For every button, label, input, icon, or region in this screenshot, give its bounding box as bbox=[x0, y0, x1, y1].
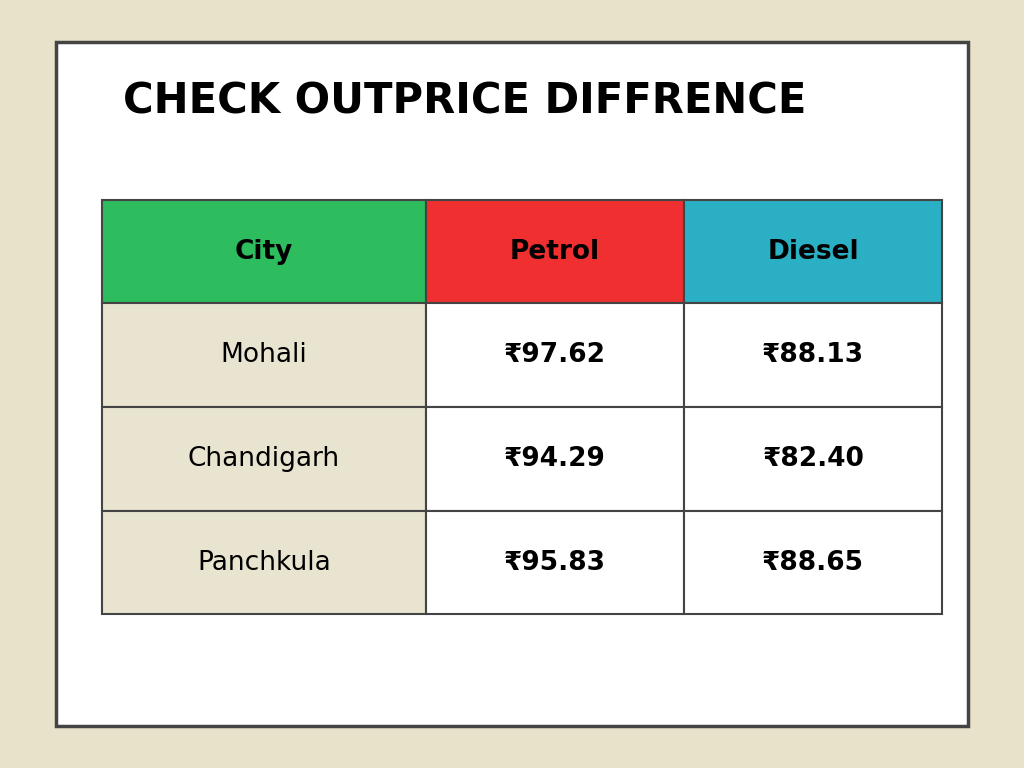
Bar bbox=[56, 42, 968, 726]
Bar bbox=[684, 511, 942, 614]
Text: ₹88.13: ₹88.13 bbox=[762, 343, 864, 368]
Text: ₹95.83: ₹95.83 bbox=[504, 550, 606, 575]
Bar bbox=[426, 407, 684, 511]
Text: Chandigarh: Chandigarh bbox=[188, 446, 340, 472]
Text: CHECK OUTPRICE DIFFRENCE: CHECK OUTPRICE DIFFRENCE bbox=[123, 81, 806, 123]
Text: ₹88.65: ₹88.65 bbox=[762, 550, 864, 575]
Text: ₹97.62: ₹97.62 bbox=[504, 343, 606, 368]
Bar bbox=[684, 407, 942, 511]
Bar bbox=[102, 200, 426, 303]
Text: ₹82.40: ₹82.40 bbox=[762, 446, 864, 472]
Text: Diesel: Diesel bbox=[767, 239, 859, 264]
Bar bbox=[426, 511, 684, 614]
Text: Panchkula: Panchkula bbox=[198, 550, 331, 575]
Text: City: City bbox=[234, 239, 293, 264]
Bar bbox=[684, 200, 942, 303]
Text: ₹94.29: ₹94.29 bbox=[504, 446, 606, 472]
Bar bbox=[426, 303, 684, 407]
Bar bbox=[102, 511, 426, 614]
Bar bbox=[102, 407, 426, 511]
Bar bbox=[684, 303, 942, 407]
Text: Petrol: Petrol bbox=[510, 239, 600, 264]
Text: Mohali: Mohali bbox=[220, 343, 307, 368]
Bar bbox=[426, 200, 684, 303]
Bar bbox=[102, 303, 426, 407]
